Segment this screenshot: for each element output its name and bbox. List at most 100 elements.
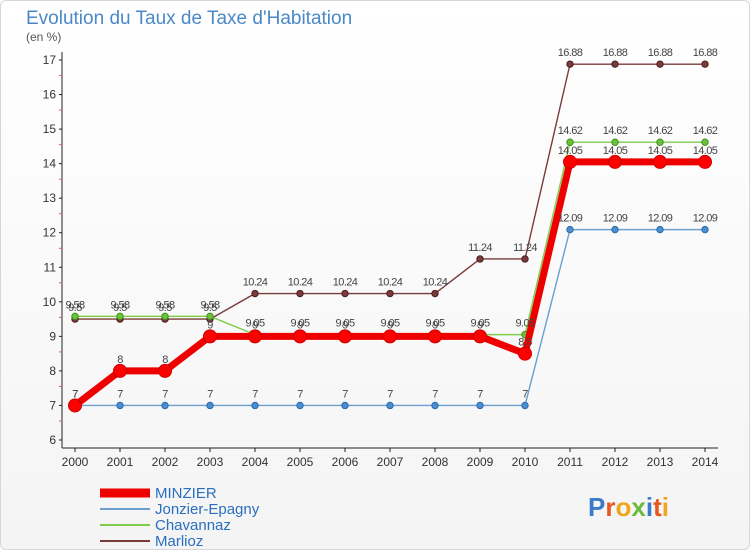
data-point [68,398,82,413]
x-tick-label: 2004 [242,455,269,469]
data-point [566,138,574,146]
data-label: 12.09 [603,213,628,225]
data-label: 7 [342,388,348,400]
y-tick-label: 14 [43,157,57,171]
data-label: 16.88 [603,47,628,59]
data-label: 7 [522,388,528,400]
y-tick-label: 16 [43,88,57,102]
y-tick-label: 17 [43,53,57,67]
y-tick-label: 7 [49,398,56,412]
data-label: 10.24 [243,277,268,289]
data-point [251,289,259,298]
data-point [251,401,259,410]
data-point [563,154,577,169]
data-point [296,289,304,298]
data-point [383,329,397,344]
data-label: 9.05 [425,318,444,330]
data-label: 14.05 [693,145,718,157]
data-label: 7 [432,388,438,400]
data-label: 12.09 [558,213,583,225]
data-label: 7 [297,388,303,400]
y-tick-label: 12 [43,226,57,240]
series-marlioz [71,60,709,323]
data-point [338,329,352,344]
data-point [701,138,709,146]
logo-letter: x [631,492,646,522]
data-label: 9.58 [65,299,84,311]
data-label: 9.05 [470,318,489,330]
data-label: 14.62 [603,125,628,137]
chart-title: Evolution du Taux de Taxe d'Habitation [26,8,352,29]
data-point [611,60,619,68]
data-labels: 9.5 9.5 9.5 9.5 10.24 10.24 10.24 10.24 10.24 11.… [65,47,718,400]
data-point [206,401,214,410]
x-tick-label: 2014 [692,455,719,469]
series-minzier [68,154,712,413]
y-tick-label: 11 [44,260,57,274]
proxiti-logo: Proxiti [588,492,669,522]
data-point [656,225,664,234]
data-label: 9.5 [203,302,217,314]
data-point [113,363,127,378]
y-tick-label: 10 [43,295,57,309]
x-tick-label: 2002 [152,455,179,469]
data-label: 16.88 [648,47,673,59]
data-label: 9.05 [335,318,354,330]
data-point [71,312,79,321]
data-label: 10.24 [423,277,448,289]
data-point [116,312,124,321]
data-point [611,225,619,234]
data-label: 16.88 [558,47,583,59]
data-point [611,138,619,146]
y-tick-label: 15 [43,122,57,136]
data-point [608,154,622,169]
legend-label: Chavannaz [155,517,231,534]
data-label: 9.58 [155,299,174,311]
data-label: 9.05 [245,318,264,330]
data-point [161,401,169,410]
series-layer [68,60,712,413]
data-label: 9.5 [113,302,127,314]
data-label: 11.24 [468,242,492,254]
logo-letter: o [615,492,631,522]
data-point [206,312,214,321]
data-label: 9.58 [200,299,219,311]
data-point [428,329,442,344]
data-point [701,225,709,234]
data-label: 9 [342,319,348,331]
data-label: 7 [477,388,483,400]
data-label: 7 [72,388,78,400]
x-tick-label: 2003 [197,455,224,469]
data-label: 9.05 [515,318,534,330]
legend-label: Marlioz [155,533,203,550]
data-point [158,363,172,378]
data-label: 10.24 [378,277,403,289]
data-point [293,329,307,344]
data-label: 14.62 [693,125,718,137]
data-label: 14.62 [558,125,583,137]
data-label: 9.05 [290,318,309,330]
logo-letter: i [646,492,653,522]
y-tick-label: 9 [49,329,56,343]
x-tick-label: 2001 [107,455,134,469]
data-label: 11.24 [513,242,537,254]
data-label: 9.05 [380,318,399,330]
data-point [386,289,394,298]
data-point [518,346,532,361]
data-label: 9 [387,319,393,331]
data-point [701,60,709,68]
x-tick-label: 2000 [62,455,89,469]
data-point [161,312,169,321]
data-label: 9 [252,319,258,331]
data-label: 9.5 [158,302,172,314]
data-label: 9.58 [110,299,129,311]
data-label: 9 [432,319,438,331]
data-point [698,154,712,169]
y-tick-label: 8 [49,364,56,378]
data-point [431,289,439,298]
data-label: 14.05 [603,145,628,157]
x-tick-label: 2013 [647,455,674,469]
data-point [521,401,529,410]
